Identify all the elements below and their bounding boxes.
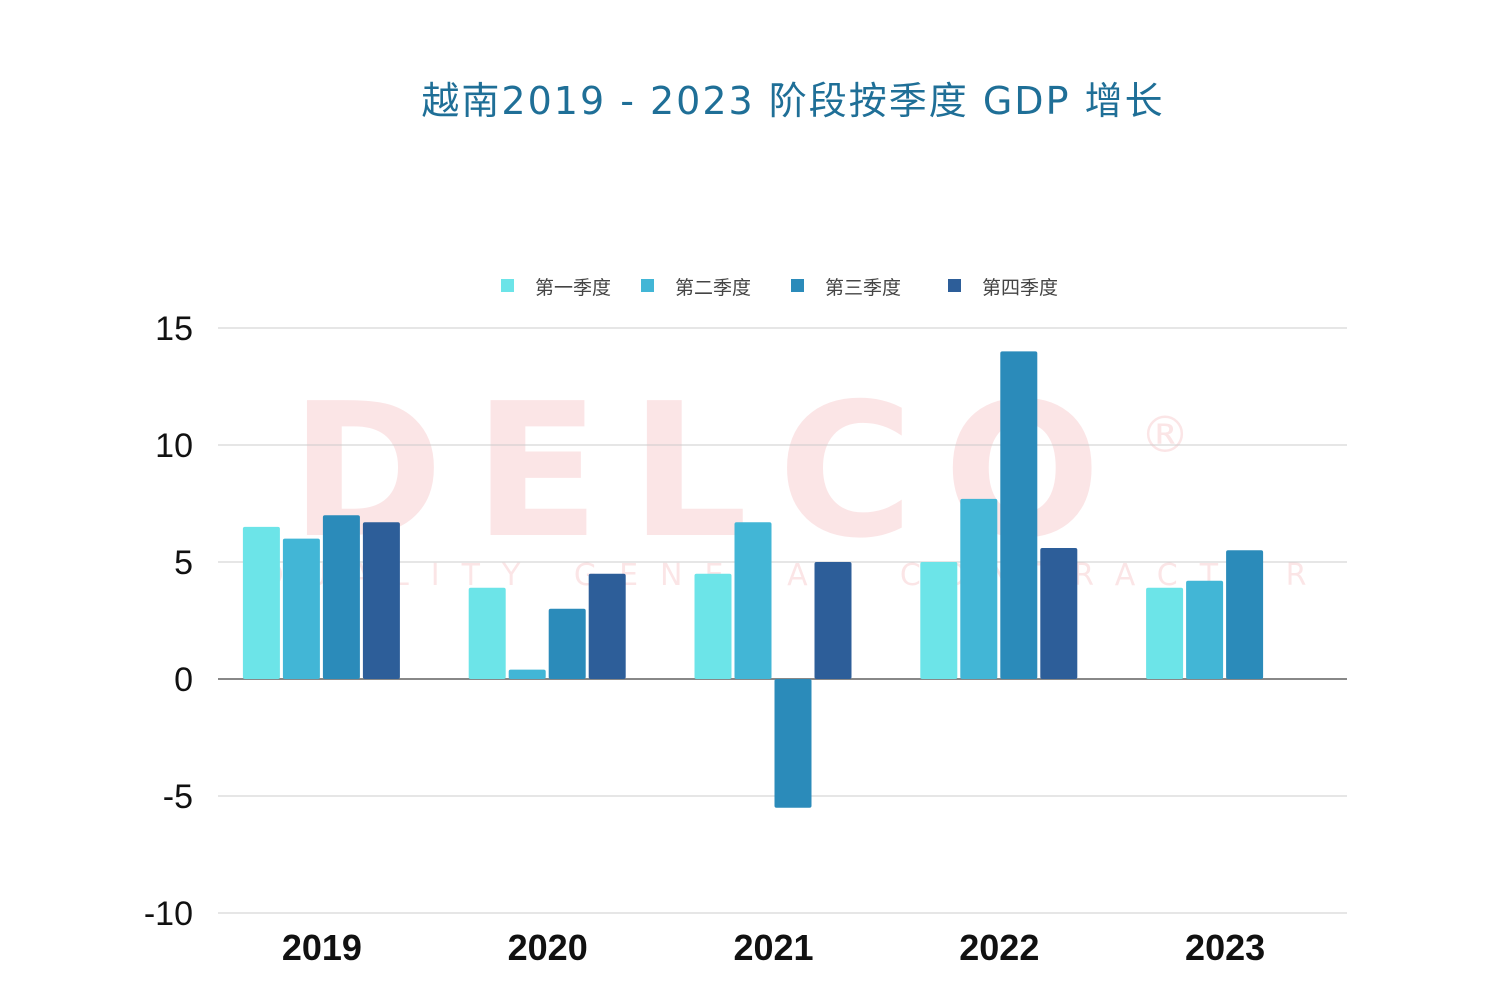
x-tick-label: 2020	[508, 927, 588, 968]
legend-swatch	[641, 279, 654, 292]
bar-2023-q1	[1146, 587, 1184, 679]
bar-2021-q4	[814, 562, 852, 679]
y-tick-label: 10	[155, 427, 193, 465]
x-tick-label: 2022	[959, 927, 1039, 968]
bar-2020-q2	[508, 669, 546, 679]
y-tick-label: -5	[163, 778, 193, 816]
bar-2019-q3	[322, 515, 360, 679]
x-tick-label: 2019	[282, 927, 362, 968]
bar-2023-q2	[1186, 580, 1224, 679]
legend-label: 第二季度	[675, 277, 751, 299]
bar-2022-q3	[1000, 351, 1038, 679]
chart-title: 越南2019 - 2023 阶段按季度 GDP 增长	[421, 79, 1165, 123]
bar-2022-q1	[920, 562, 958, 679]
bar-2020-q1	[468, 587, 506, 679]
legend-label: 第四季度	[982, 277, 1058, 299]
watermark: DELCO ® QUALITY GENERAL CONTRACTOR	[260, 363, 1329, 593]
y-tick-label: -10	[144, 895, 193, 933]
bar-2020-q4	[588, 573, 626, 679]
x-tick-label: 2023	[1185, 927, 1265, 968]
x-tick-label: 2021	[733, 927, 813, 968]
bar-2019-q4	[362, 522, 400, 679]
legend-label: 第三季度	[825, 277, 901, 299]
bar-2020-q3	[548, 608, 586, 679]
watermark-tagline: QUALITY GENERAL CONTRACTOR	[260, 558, 1329, 593]
y-tick-label: 0	[174, 661, 193, 699]
legend-swatch	[501, 279, 514, 292]
bar-2021-q2	[734, 522, 772, 679]
bar-2021-q3	[774, 679, 812, 808]
bar-2019-q1	[242, 526, 280, 679]
watermark-symbol: ®	[1140, 406, 1190, 464]
legend-label: 第一季度	[535, 277, 611, 299]
legend-swatch	[948, 279, 961, 292]
bar-2022-q2	[960, 498, 998, 679]
y-tick-label: 5	[174, 544, 193, 582]
legend-swatch	[791, 279, 804, 292]
bar-2023-q3	[1226, 550, 1264, 679]
bar-2021-q1	[694, 573, 732, 679]
y-tick-label: 15	[155, 310, 193, 348]
bar-2019-q2	[282, 538, 320, 679]
bar-2022-q4	[1040, 547, 1078, 679]
